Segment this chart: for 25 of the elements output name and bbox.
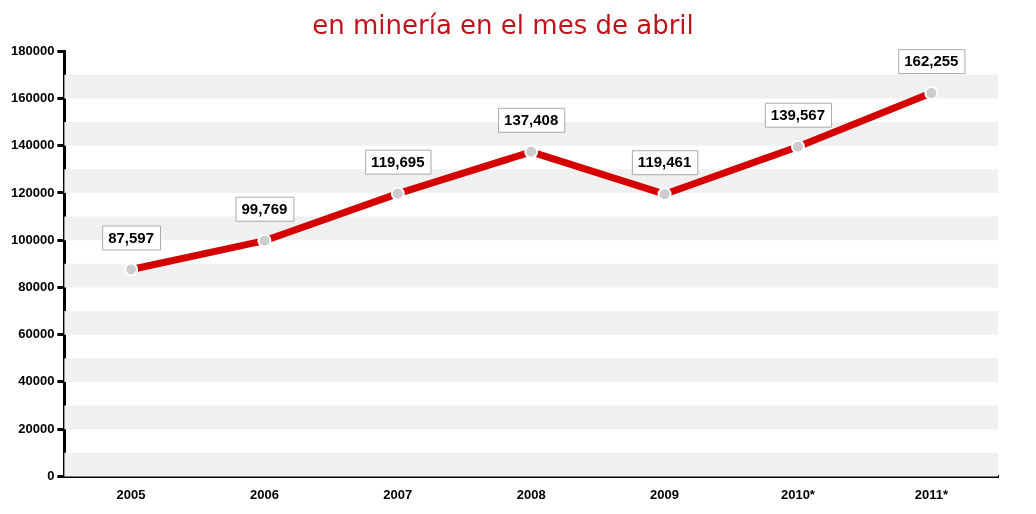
y-tick-label: 60000 (18, 326, 55, 342)
data-label: 162,255 (904, 52, 959, 70)
x-tick-label: 2006 (249, 486, 279, 502)
x-tick-label: 2010* (780, 486, 816, 502)
y-tick-label: 0 (47, 467, 55, 483)
y-tick-label: 80000 (18, 279, 55, 294)
y-tick-label: 100000 (10, 231, 55, 247)
y-tick-label: 160000 (10, 90, 55, 106)
y-tick-label: 20000 (18, 420, 55, 436)
data-label: 87,597 (108, 228, 155, 246)
y-tick-label: 180000 (10, 42, 55, 58)
x-tick-label: 2005 (116, 486, 146, 502)
x-tick-label: 2011* (914, 486, 949, 502)
data-label: 119,695 (371, 152, 425, 170)
y-tick-label: 120000 (10, 184, 55, 200)
data-label: 119,461 (637, 153, 692, 171)
y-tick-label: 40000 (18, 373, 55, 389)
x-tick-label: 2007 (383, 486, 413, 502)
data-label: 139,567 (770, 105, 826, 123)
x-tick-label: 2008 (516, 486, 546, 502)
x-tick-label: 2009 (650, 486, 680, 502)
data-label: 137,408 (504, 110, 559, 128)
chart-title: en minería en el mes de abril (312, 10, 694, 41)
y-tick-label: 140000 (10, 137, 55, 153)
data-label: 99,769 (241, 199, 288, 217)
